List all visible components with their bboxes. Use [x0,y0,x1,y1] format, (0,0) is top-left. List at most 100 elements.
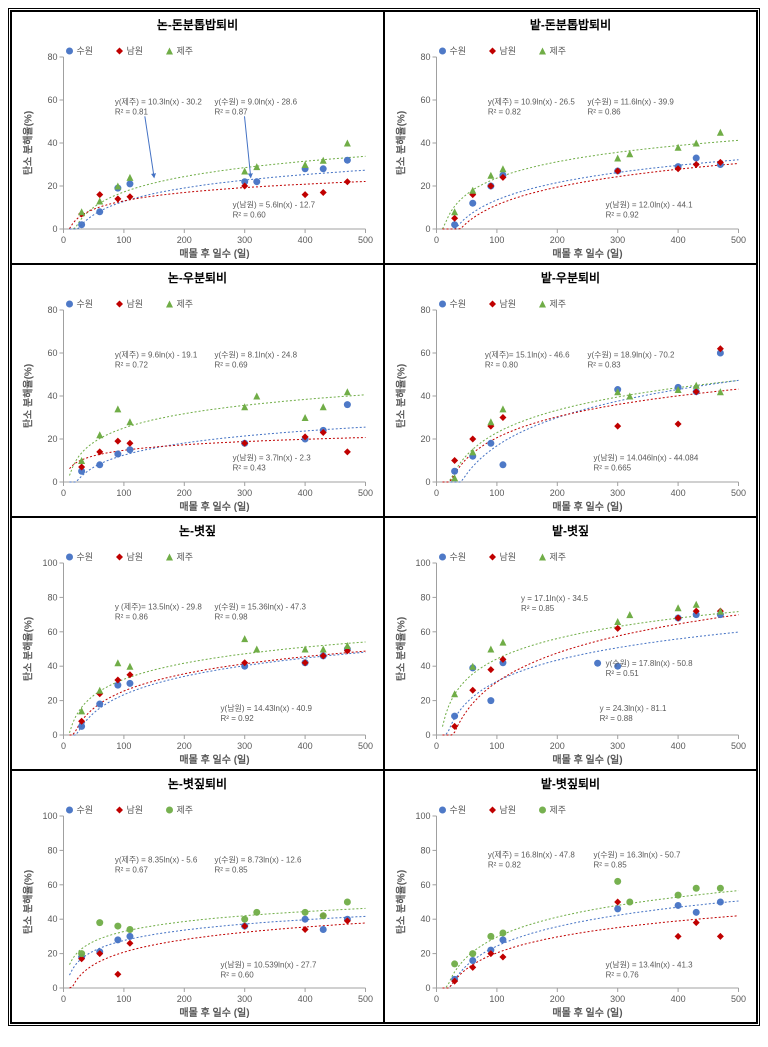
svg-text:100: 100 [116,488,131,498]
svg-text:남원: 남원 [127,299,144,309]
svg-text:제주: 제주 [550,805,567,815]
svg-text:매몰 후 일수 (일): 매몰 후 일수 (일) [552,753,622,766]
svg-text:y (제주)= 13.5ln(x) - 29.8: y (제주)= 13.5ln(x) - 29.8 [115,602,203,611]
svg-text:남원: 남원 [500,552,517,562]
svg-text:0: 0 [52,477,57,487]
svg-text:0: 0 [425,730,430,740]
svg-text:y(남원) = 14.046ln(x) - 44.084: y(남원) = 14.046ln(x) - 44.084 [594,454,699,463]
svg-text:500: 500 [731,994,746,1004]
svg-text:20: 20 [47,696,57,706]
svg-text:y(수원) = 8.1ln(x) - 24.8: y(수원) = 8.1ln(x) - 24.8 [215,350,298,359]
svg-text:y(제주) = 10.9ln(x) - 26.5: y(제주) = 10.9ln(x) - 26.5 [488,97,576,106]
svg-text:탄소 분해율(%): 탄소 분해율(%) [22,870,35,934]
svg-text:500: 500 [358,994,373,1004]
svg-text:R² = 0.665: R² = 0.665 [594,464,632,473]
chart-c21: 0204060800100200300400500수원남원제주y(제주) = 9… [14,286,381,514]
chart-cell: 밭-볏짚퇴비0204060801000100200300400500수원남원제주… [384,770,757,1023]
svg-text:0: 0 [425,224,430,234]
svg-text:R² = 0.87: R² = 0.87 [215,107,249,116]
svg-text:100: 100 [415,558,430,568]
chart-c11: 0204060800100200300400500수원남원제주y(제주) = 1… [14,33,381,261]
svg-text:수원: 수원 [77,46,94,56]
svg-text:R² = 0.83: R² = 0.83 [588,360,622,369]
svg-text:R² = 0.81: R² = 0.81 [115,107,149,116]
svg-text:y(남원) = 3.7ln(x) - 2.3: y(남원) = 3.7ln(x) - 2.3 [233,454,312,463]
svg-text:탄소 분해율(%): 탄소 분해율(%) [22,111,35,175]
svg-text:100: 100 [42,811,57,821]
svg-text:0: 0 [52,730,57,740]
svg-text:400: 400 [298,235,313,245]
svg-text:400: 400 [298,994,313,1004]
svg-text:제주: 제주 [177,46,194,56]
svg-text:300: 300 [610,235,625,245]
svg-text:y(수원) = 8.73ln(x) - 12.6: y(수원) = 8.73ln(x) - 12.6 [215,855,303,864]
chart-c42: 0204060801000100200300400500수원남원제주y(제주) … [387,792,754,1020]
svg-text:매몰 후 일수 (일): 매몰 후 일수 (일) [179,1006,249,1019]
svg-text:0: 0 [52,224,57,234]
svg-text:300: 300 [610,994,625,1004]
svg-text:y(수원) = 9.0ln(x) - 28.6: y(수원) = 9.0ln(x) - 28.6 [215,97,298,106]
svg-text:200: 200 [177,741,192,751]
svg-text:제주: 제주 [177,805,194,815]
chart-c31: 0204060801000100200300400500수원남원제주y (제주)… [14,539,381,767]
svg-text:80: 80 [420,592,430,602]
svg-text:20: 20 [420,434,430,444]
svg-text:40: 40 [47,914,57,924]
svg-text:500: 500 [731,741,746,751]
svg-text:500: 500 [731,235,746,245]
svg-text:수원: 수원 [450,299,467,309]
svg-text:탄소 분해율(%): 탄소 분해율(%) [395,364,408,428]
svg-text:80: 80 [420,845,430,855]
svg-text:200: 200 [550,741,565,751]
svg-text:80: 80 [47,305,57,315]
svg-text:탄소 분해율(%): 탄소 분해율(%) [395,870,408,934]
svg-text:0: 0 [61,741,66,751]
svg-text:R² = 0.86: R² = 0.86 [588,107,622,116]
chart-cell: 논-볏짚퇴비0204060801000100200300400500수원남원제주… [11,770,384,1023]
svg-text:200: 200 [177,235,192,245]
svg-text:80: 80 [420,52,430,62]
svg-text:60: 60 [47,627,57,637]
chart-cell: 밭-돈분톱밥퇴비0204060800100200300400500수원남원제주y… [384,11,757,264]
svg-text:0: 0 [61,488,66,498]
svg-text:y(수원) = 18.9ln(x) - 70.2: y(수원) = 18.9ln(x) - 70.2 [588,350,676,359]
svg-text:수원: 수원 [450,46,467,56]
svg-text:40: 40 [47,661,57,671]
svg-text:R² = 0.67: R² = 0.67 [115,865,149,874]
svg-text:60: 60 [47,95,57,105]
svg-text:y(수원) = 11.6ln(x) - 39.9: y(수원) = 11.6ln(x) - 39.9 [588,97,675,106]
svg-text:40: 40 [420,914,430,924]
svg-text:R² = 0.92: R² = 0.92 [221,714,255,723]
chart-c32: 0204060801000100200300400500수원남원제주y = 17… [387,539,754,767]
chart-grid-outer: 논-돈분톱밥퇴비0204060800100200300400500수원남원제주y… [8,8,760,1026]
svg-text:매몰 후 일수 (일): 매몰 후 일수 (일) [552,1006,622,1019]
svg-text:R² = 0.82: R² = 0.82 [488,860,522,869]
svg-text:y(남원) = 5.6ln(x) - 12.7: y(남원) = 5.6ln(x) - 12.7 [233,201,316,210]
svg-text:제주: 제주 [177,552,194,562]
svg-text:남원: 남원 [127,805,144,815]
svg-text:남원: 남원 [500,46,517,56]
chart-cell: 밭-우분퇴비0204060800100200300400500수원남원제주y(제… [384,264,757,517]
chart-title: 논-돈분톱밥퇴비 [157,16,238,33]
svg-text:0: 0 [61,994,66,1004]
svg-text:60: 60 [420,95,430,105]
svg-text:R² = 0.72: R² = 0.72 [115,360,149,369]
chart-title: 논-우분퇴비 [168,269,227,286]
svg-text:R² = 0.85: R² = 0.85 [521,604,555,613]
svg-text:400: 400 [671,741,686,751]
svg-text:제주: 제주 [550,299,567,309]
svg-text:60: 60 [47,880,57,890]
svg-text:매몰 후 일수 (일): 매몰 후 일수 (일) [552,500,622,513]
svg-text:300: 300 [237,235,252,245]
svg-text:0: 0 [434,488,439,498]
svg-text:400: 400 [671,994,686,1004]
svg-text:20: 20 [47,949,57,959]
svg-text:100: 100 [116,235,131,245]
svg-text:300: 300 [237,488,252,498]
svg-text:500: 500 [731,488,746,498]
svg-text:남원: 남원 [500,805,517,815]
svg-text:탄소 분해율(%): 탄소 분해율(%) [22,364,35,428]
svg-text:200: 200 [177,994,192,1004]
svg-text:y(제주) = 8.35ln(x) - 5.6: y(제주) = 8.35ln(x) - 5.6 [115,855,198,864]
svg-text:제주: 제주 [550,552,567,562]
